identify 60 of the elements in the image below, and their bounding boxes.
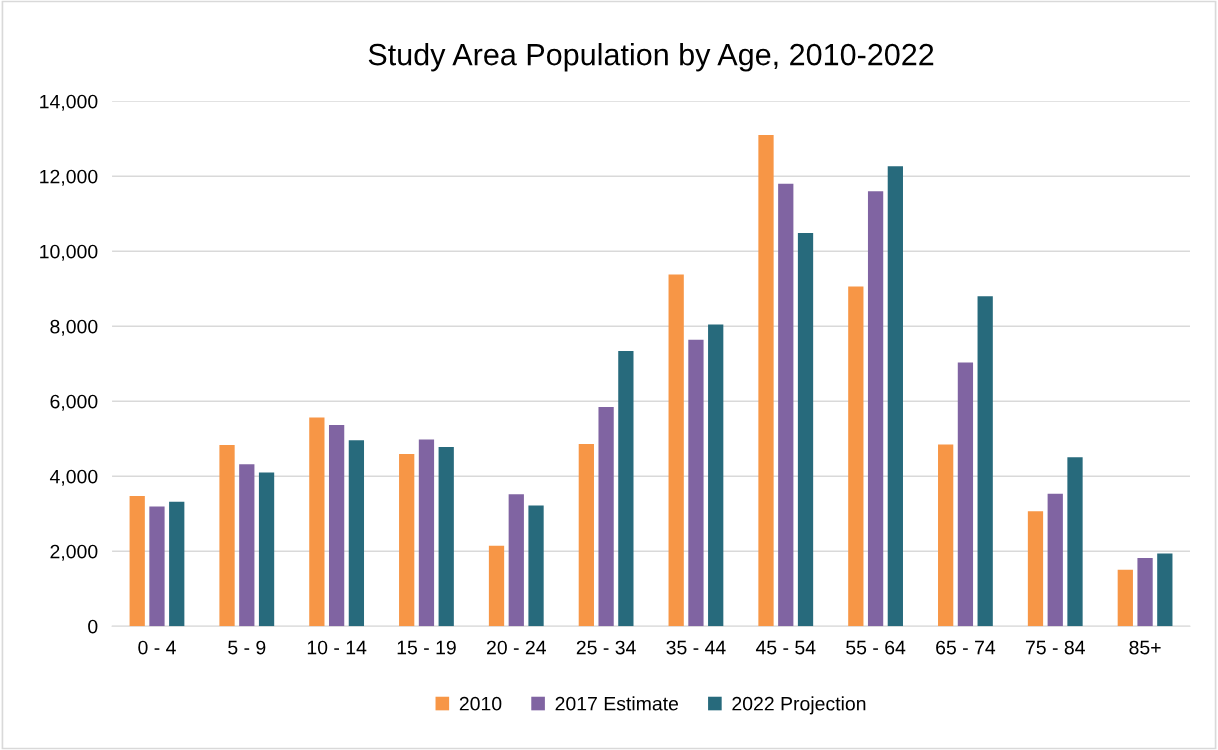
bar xyxy=(778,183,794,627)
bar xyxy=(708,324,724,627)
x-tick-label: 0 - 4 xyxy=(138,640,176,655)
bar xyxy=(418,439,435,627)
bar xyxy=(758,135,774,627)
bar xyxy=(508,494,524,627)
bar xyxy=(618,351,634,627)
legend-label: 2022 Projection xyxy=(732,696,866,715)
y-tick-label: 8,000 xyxy=(50,319,98,336)
bar xyxy=(848,286,864,627)
bar xyxy=(578,444,594,627)
y-tick-label: 12,000 xyxy=(40,169,98,186)
bar xyxy=(328,424,345,627)
bar xyxy=(399,454,415,627)
bar xyxy=(219,445,235,627)
bar xyxy=(348,440,365,627)
bar xyxy=(887,166,903,627)
y-tick-label: 10,000 xyxy=(40,244,98,261)
bar xyxy=(598,406,614,627)
x-tick-label: 85+ xyxy=(1129,640,1161,655)
bar xyxy=(977,296,993,627)
x-tick-label: 5 - 9 xyxy=(228,640,266,655)
y-tick-label: 4,000 xyxy=(49,469,98,486)
bar xyxy=(239,464,255,627)
chart-title: Study Area Population by Age, 2010-2022 xyxy=(368,43,934,72)
bar xyxy=(1117,569,1133,627)
x-tick-label: 35 - 44 xyxy=(666,640,726,655)
bar xyxy=(169,501,185,627)
x-tick-label: 55 - 64 xyxy=(846,640,906,655)
bar xyxy=(668,274,684,627)
bar xyxy=(488,545,505,627)
legend-label: 2017 Estimate xyxy=(555,696,679,711)
x-tick-label: 65 - 74 xyxy=(936,640,996,655)
bar xyxy=(1027,511,1044,627)
bar xyxy=(1157,553,1173,627)
bar xyxy=(797,232,814,627)
bar xyxy=(1137,558,1153,627)
y-tick-label: 0 xyxy=(88,619,98,634)
x-tick-label: 15 - 19 xyxy=(397,640,456,655)
bar xyxy=(957,362,974,627)
bar xyxy=(938,444,954,627)
x-tick-label: 45 - 54 xyxy=(755,640,816,655)
y-tick-label: 6,000 xyxy=(50,394,98,411)
x-tick-label: 25 - 34 xyxy=(576,640,636,655)
bar xyxy=(258,472,275,627)
bar xyxy=(1067,457,1083,627)
bar xyxy=(438,447,454,627)
bar xyxy=(688,339,704,627)
legend-label: 2010 xyxy=(459,696,502,711)
bar xyxy=(1047,493,1063,627)
x-tick-label: 75 - 84 xyxy=(1025,640,1085,655)
bar xyxy=(129,496,145,627)
bar xyxy=(528,505,544,627)
x-tick-label: 20 - 24 xyxy=(486,640,546,655)
bar xyxy=(309,417,325,627)
y-tick-label: 14,000 xyxy=(40,94,98,111)
bar xyxy=(867,191,884,627)
bar xyxy=(149,506,165,627)
x-tick-label: 10 - 14 xyxy=(307,640,367,655)
y-tick-label: 2,000 xyxy=(50,544,98,561)
